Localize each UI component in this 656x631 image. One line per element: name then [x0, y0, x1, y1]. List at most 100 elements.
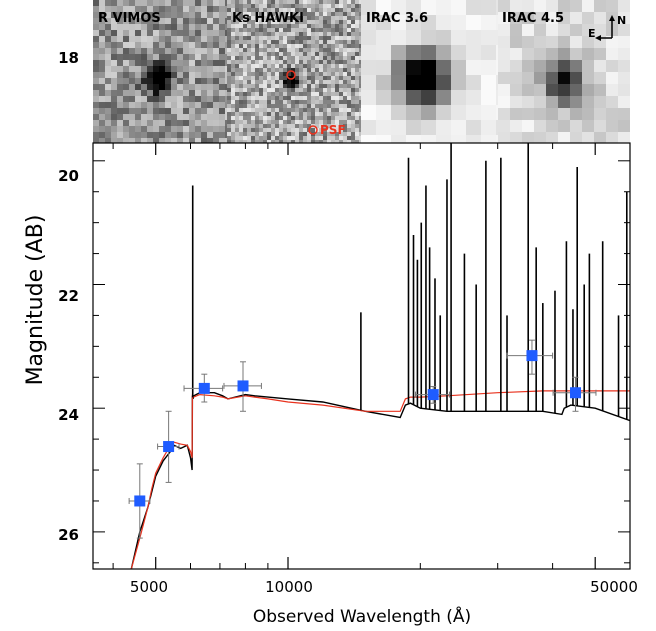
- thumbnail-pixel: [287, 52, 291, 56]
- thumbnail-pixel: [315, 88, 319, 92]
- thumbnail-pixel: [117, 66, 123, 72]
- thumbnail-pixel: [267, 36, 271, 40]
- thumbnail-pixel: [227, 140, 231, 143]
- thumbnail-pixel: [303, 52, 307, 56]
- thumbnail-pixel: [361, 120, 376, 135]
- thumbnail-pixel: [327, 132, 331, 136]
- thumbnail-pixel: [231, 60, 235, 64]
- thumbnail-pixel: [291, 88, 295, 92]
- thumbnail-pixel: [243, 116, 247, 120]
- thumbnail-pixel: [135, 0, 141, 6]
- thumbnail-pixel: [153, 132, 159, 138]
- thumbnail-pixel: [343, 56, 347, 60]
- thumbnail-pixel: [287, 56, 291, 60]
- thumbnail-pixel: [227, 16, 231, 20]
- thumbnail-pixel: [303, 68, 307, 72]
- thumbnail-pixel: [123, 36, 129, 42]
- thumbnail-pixel: [347, 76, 351, 80]
- thumbnail-pixel: [231, 116, 235, 120]
- thumbnail-pixel: [283, 8, 287, 12]
- thumbnail-pixel: [235, 44, 239, 48]
- thumbnail-pixel: [255, 84, 259, 88]
- thumbnail-pixel: [534, 0, 546, 12]
- thumbnail-pixel: [331, 140, 335, 143]
- thumbnail-pixel: [303, 4, 307, 8]
- thumbnail-pixel: [189, 66, 195, 72]
- thumbnail-pixel: [153, 18, 159, 24]
- thumbnail-pixel: [359, 52, 361, 56]
- thumbnail-pixel: [271, 48, 275, 52]
- thumbnail-pixel: [195, 138, 201, 143]
- thumbnail-pixel: [347, 72, 351, 76]
- thumbnail-pixel: [135, 102, 141, 108]
- thumbnail-pixel: [135, 114, 141, 120]
- thumbnail-pixel: [327, 20, 331, 24]
- thumbnail-pixel: [147, 24, 153, 30]
- thumbnail-pixel: [311, 116, 315, 120]
- thumbnail-pixel: [259, 44, 263, 48]
- thumbnail-pixel: [105, 42, 111, 48]
- thumbnail-pixel: [295, 80, 299, 84]
- thumbnail-pixel: [391, 120, 406, 135]
- thumbnail-pixel: [267, 132, 271, 136]
- thumbnail-pixel: [496, 30, 498, 45]
- y-axis-label: Magnitude (AB): [23, 215, 48, 386]
- compass-east-arrowhead-icon: [595, 35, 601, 41]
- thumbnail-pixel: [481, 60, 496, 75]
- thumbnail-pixel: [618, 12, 630, 24]
- thumbnail-pixel: [225, 12, 227, 18]
- thumbnail-pixel: [263, 136, 267, 140]
- thumbnail-pixel: [219, 114, 225, 120]
- thumbnail-pixel: [267, 108, 271, 112]
- thumbnail-pixel: [323, 68, 327, 72]
- thumbnail-pixel: [111, 114, 117, 120]
- thumbnail-pixel: [271, 68, 275, 72]
- thumbnail-pixel: [327, 0, 331, 4]
- thumbnail-pixel: [105, 0, 111, 6]
- thumbnail-pixel: [159, 72, 165, 78]
- thumbnail-pixel: [339, 64, 343, 68]
- thumbnail-pixel: [255, 52, 259, 56]
- thumbnail-pixel: [171, 6, 177, 12]
- thumbnail-pixel: [159, 18, 165, 24]
- thumbnail-pixel: [323, 4, 327, 8]
- thumbnail-pixel: [496, 0, 498, 15]
- thumbnail-pixel: [227, 88, 231, 92]
- thumbnail-pixel: [165, 114, 171, 120]
- thumbnail-pixel: [275, 52, 279, 56]
- thumbnail-pixel: [267, 60, 271, 64]
- red-sed-model-line: [130, 390, 630, 569]
- thumbnail-pixel: [466, 60, 481, 75]
- thumbnail-pixel: [295, 44, 299, 48]
- photometry-point: [552, 376, 597, 412]
- thumbnail-pixel: [267, 88, 271, 92]
- thumbnail-pixel: [99, 72, 105, 78]
- thumbnail-pixel: [159, 36, 165, 42]
- thumbnail-pixel: [295, 12, 299, 16]
- thumbnail-pixel: [311, 92, 315, 96]
- thumbnail-pixel: [279, 128, 283, 132]
- photometry-point: [157, 410, 180, 483]
- thumbnail-pixel: [93, 102, 99, 108]
- thumbnail-pixel: [219, 24, 225, 30]
- thumbnail-pixel: [351, 52, 355, 56]
- thumbnail-pixel: [287, 72, 291, 76]
- thumbnail-pixel: [311, 100, 315, 104]
- thumbnail-pixel: [335, 92, 339, 96]
- thumbnail-pixel: [247, 88, 251, 92]
- thumbnail-pixel: [153, 36, 159, 42]
- thumbnail-pixel: [351, 124, 355, 128]
- plot-area: [93, 143, 631, 569]
- thumbnail-pixel: [534, 120, 546, 132]
- thumbnail-pixel: [391, 75, 406, 90]
- thumbnail-pixel: [295, 120, 299, 124]
- thumbnail-pixel: [299, 84, 303, 88]
- thumbnail-pixel: [123, 90, 129, 96]
- thumbnail-pixel: [231, 0, 235, 4]
- thumbnail-pixel: [129, 12, 135, 18]
- thumbnail-pixel: [359, 36, 361, 40]
- thumbnail-pixel: [327, 92, 331, 96]
- thumbnail-pixel: [291, 120, 295, 124]
- thumbnail-pixel: [496, 75, 498, 90]
- thumbnail-pixel: [111, 0, 117, 6]
